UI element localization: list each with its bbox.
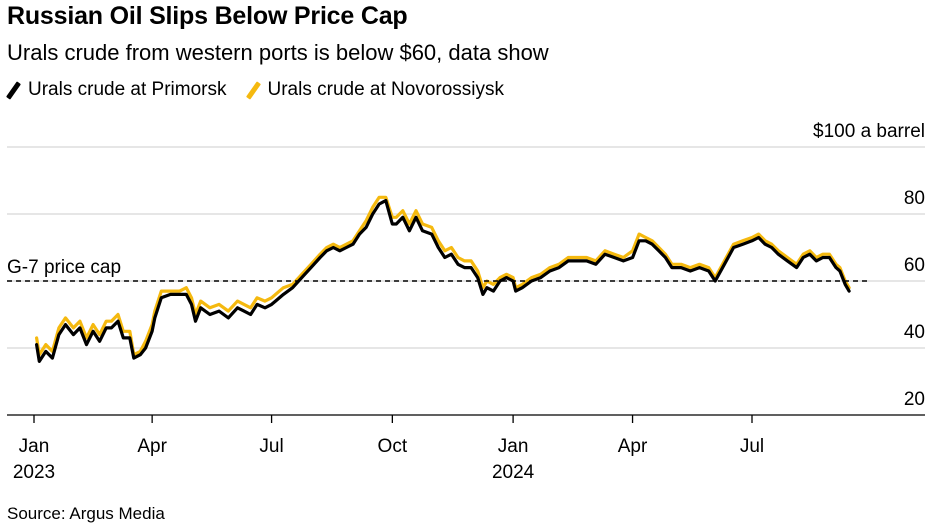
legend-label-novorossiysk: Urals crude at Novorossiysk: [267, 79, 505, 100]
x-year-label-0: 2023: [13, 462, 55, 483]
x-tick-label-6: Jul: [740, 436, 764, 457]
legend-label-primorsk: Urals crude at Primorsk: [28, 79, 227, 100]
price-cap-label: G-7 price cap: [7, 257, 121, 278]
series-line-novorossiysk: [35, 195, 851, 357]
y-tick-label-40: 40: [904, 322, 925, 343]
series-line-primorsk: [35, 199, 851, 363]
legend-item-primorsk: Urals crude at Primorsk: [6, 79, 227, 101]
legend-item-novorossiysk: Urals crude at Novorossiysk: [245, 79, 505, 101]
x-year-label-4: 2024: [492, 462, 535, 483]
source-note: Source: Argus Media: [7, 504, 165, 523]
legend: Urals crude at Primorsk Urals crude at N…: [6, 79, 524, 101]
x-tick-label-3: Oct: [378, 436, 408, 457]
chart-subtitle: Urals crude from western ports is below …: [7, 40, 549, 65]
x-axis: Jan 2023 Apr Jul Oct Jan 2024 Apr Jul: [7, 414, 925, 483]
y-tick-labels: 20 40 60 80 $100 a barrel: [813, 121, 925, 410]
chart-title: Russian Oil Slips Below Price Cap: [7, 2, 408, 30]
gridlines: [7, 146, 925, 349]
x-tick-label-2: Jul: [259, 436, 283, 457]
price-cap-annotation: G-7 price cap: [7, 257, 870, 282]
x-tick-label-1: Apr: [137, 436, 167, 457]
x-tick-label-0: Jan: [19, 436, 50, 457]
x-tick-label-5: Apr: [618, 436, 648, 457]
x-tick-label-4: Jan: [498, 436, 529, 457]
y-tick-label-20: 20: [904, 389, 925, 410]
series-lines: [35, 195, 851, 363]
y-tick-label-100: $100 a barrel: [813, 121, 925, 142]
y-tick-label-80: 80: [904, 188, 925, 209]
y-tick-label-60: 60: [904, 255, 925, 276]
